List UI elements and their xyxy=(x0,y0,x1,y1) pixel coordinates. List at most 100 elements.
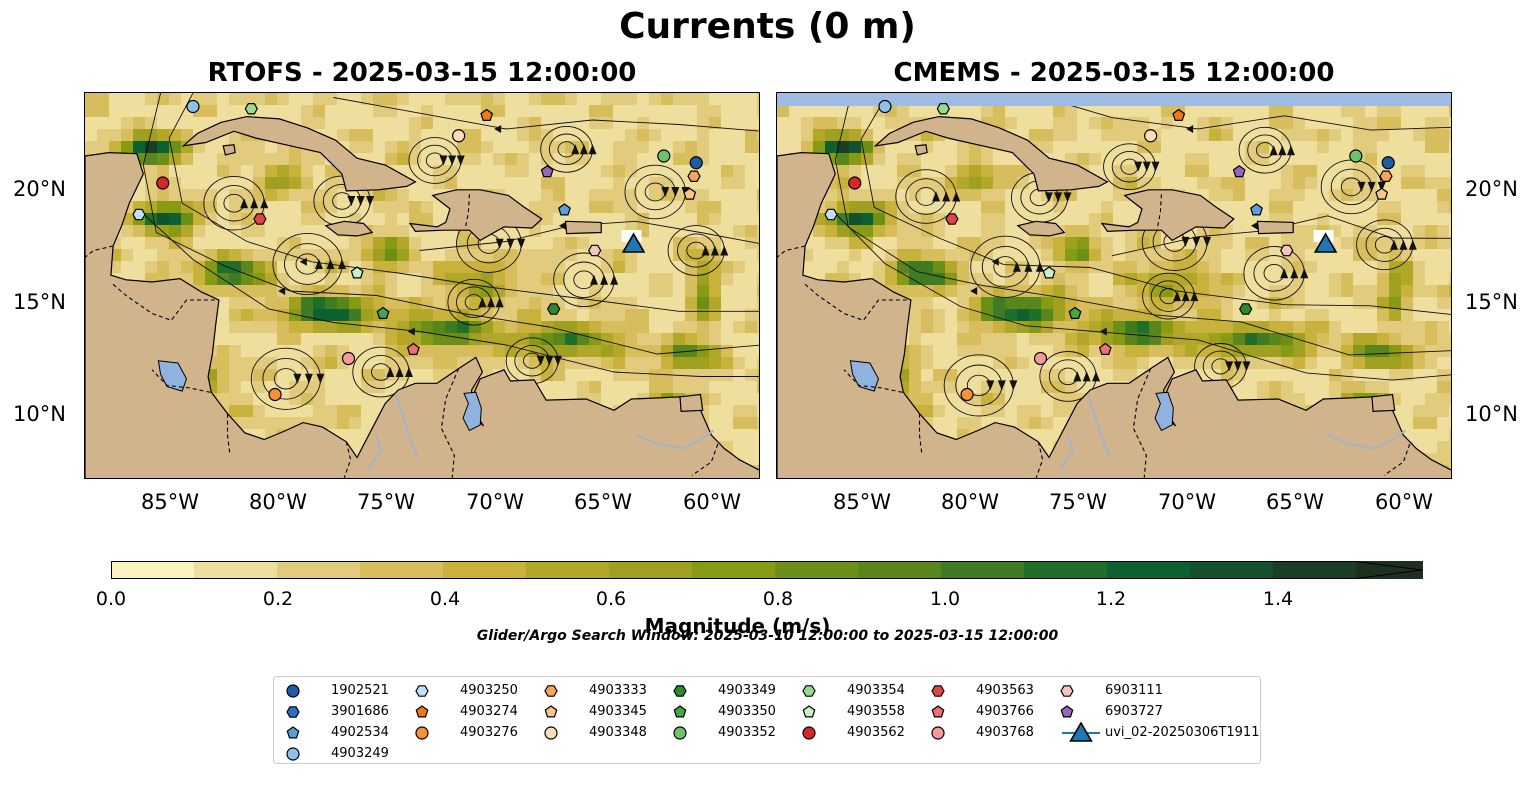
colorbar-segment xyxy=(1190,561,1274,579)
float-marker xyxy=(683,187,697,200)
colorbar-segment xyxy=(1107,561,1191,579)
float-marker xyxy=(1068,306,1082,319)
colorbar-segment xyxy=(858,561,942,579)
legend-label: uvi_02-20250306T1911 xyxy=(1105,725,1260,740)
float-marker xyxy=(268,387,282,402)
legend-label: 4903249 xyxy=(331,746,389,761)
colorbar-segment xyxy=(1273,561,1357,579)
cmems-lat-tick: 15°N xyxy=(1465,290,1518,314)
rtofs-lon-tick: 85°W xyxy=(141,490,199,514)
colorbar-tick: 0.8 xyxy=(762,588,794,610)
legend-label: 4903558 xyxy=(847,704,905,719)
legend-label: 4903348 xyxy=(589,725,647,740)
colorbar-segment xyxy=(194,561,278,579)
colorbar-extend-arrow xyxy=(1356,561,1423,579)
legend-marker-icon xyxy=(286,684,300,698)
legend-label: 1902521 xyxy=(331,683,389,698)
float-marker xyxy=(1232,165,1246,178)
rtofs-lat-tick: 10°N xyxy=(13,402,66,426)
colorbar-tick: 1.2 xyxy=(1095,588,1127,610)
float-marker xyxy=(376,306,390,319)
rtofs-map-canvas xyxy=(85,93,759,478)
cmems-current-map xyxy=(776,92,1452,479)
float-marker xyxy=(244,103,258,115)
float-marker xyxy=(1280,244,1294,257)
magnitude-colorbar xyxy=(111,561,1423,579)
legend-marker-icon xyxy=(544,705,558,718)
cmems-lon-tick: 60°W xyxy=(1375,490,1433,514)
float-marker xyxy=(657,149,671,163)
float-marker xyxy=(1381,156,1395,170)
float-marker xyxy=(687,170,701,183)
no-data-band xyxy=(777,93,1451,106)
float-marker xyxy=(341,351,356,366)
legend-marker-icon xyxy=(673,705,687,718)
colorbar-segment xyxy=(443,561,527,579)
legend-marker-icon xyxy=(286,706,300,718)
colorbar-segment xyxy=(941,561,1025,579)
legend-label: 4903768 xyxy=(976,725,1034,740)
colorbar-tick: 0.6 xyxy=(595,588,627,610)
float-marker xyxy=(156,176,170,190)
legend-glider-icon xyxy=(1069,722,1093,742)
legend-label: 4903350 xyxy=(718,704,776,719)
legend-marker-icon xyxy=(286,747,300,761)
legend-marker-icon xyxy=(1060,685,1074,697)
float-marker xyxy=(480,108,494,121)
legend-marker-icon xyxy=(931,726,945,740)
colorbar-segment xyxy=(526,561,610,579)
legend-marker-icon xyxy=(802,705,816,718)
colorbar-segment xyxy=(775,561,859,579)
legend-label: 6903727 xyxy=(1105,704,1163,719)
float-marker xyxy=(452,129,466,143)
legend-marker-icon xyxy=(544,726,558,740)
legend-marker-icon xyxy=(544,685,558,697)
float-marker xyxy=(945,213,959,225)
legend-label: 4903345 xyxy=(589,704,647,719)
legend-label: 4903276 xyxy=(460,725,518,740)
legend-label: 4903562 xyxy=(847,725,905,740)
float-marker xyxy=(1250,203,1263,216)
cmems-map-canvas xyxy=(777,93,1451,478)
legend-marker-icon xyxy=(415,726,429,740)
legend-label: 4903333 xyxy=(589,683,647,698)
float-marker xyxy=(350,266,364,279)
legend-marker-icon xyxy=(931,705,945,718)
colorbar-segment xyxy=(1024,561,1108,579)
colorbar-tick: 0.0 xyxy=(95,588,127,610)
colorbar-tick: 1.4 xyxy=(1262,588,1294,610)
cmems-lat-tick: 10°N xyxy=(1465,402,1518,426)
float-marker xyxy=(1349,149,1363,163)
legend-marker-icon xyxy=(673,685,687,697)
float-marker xyxy=(824,208,838,221)
float-marker xyxy=(878,99,892,114)
float-marker xyxy=(1172,108,1186,121)
float-marker xyxy=(1239,303,1253,315)
float-marker xyxy=(689,156,703,170)
rtofs-lon-tick: 75°W xyxy=(357,490,415,514)
float-marker xyxy=(253,213,267,225)
rtofs-current-map xyxy=(84,92,760,479)
cmems-lat-tick: 20°N xyxy=(1465,177,1518,201)
cmems-lon-tick: 80°W xyxy=(941,490,999,514)
land-masses xyxy=(777,115,1451,478)
rtofs-lat-tick: 15°N xyxy=(13,290,66,314)
colorbar-label: Magnitude (m/s) xyxy=(644,614,831,638)
legend-label: 4903274 xyxy=(460,704,518,719)
float-marker xyxy=(936,103,950,115)
float-marker xyxy=(558,203,571,216)
colorbar-segment xyxy=(111,561,195,579)
rtofs-panel-title: RTOFS - 2025-03-15 12:00:00 xyxy=(207,58,637,88)
legend-label: 4903349 xyxy=(718,683,776,698)
float-marker xyxy=(1144,129,1158,143)
rtofs-lon-tick: 70°W xyxy=(466,490,524,514)
current-magnitude-field xyxy=(777,93,1451,478)
legend-label: 4903354 xyxy=(847,683,905,698)
float-marker xyxy=(547,303,561,315)
legend-marker-icon xyxy=(286,726,300,739)
float-marker xyxy=(186,99,200,114)
glider-marker xyxy=(1313,232,1338,253)
colorbar-tick: 0.2 xyxy=(262,588,294,610)
float-marker xyxy=(540,165,554,178)
float-marker xyxy=(406,342,420,355)
